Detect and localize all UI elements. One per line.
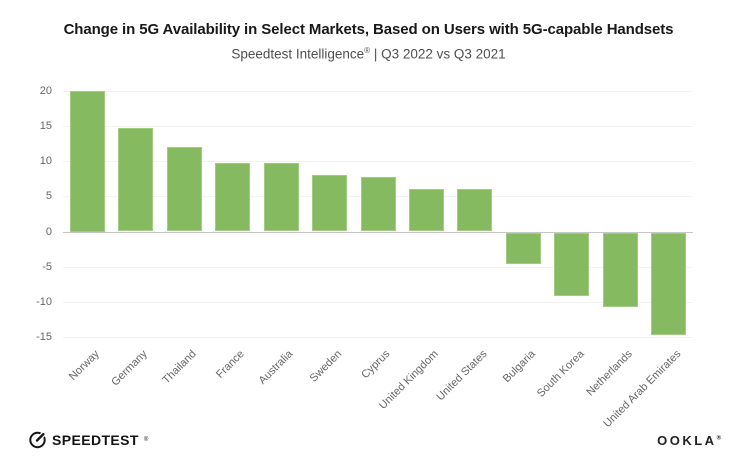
gridline — [63, 266, 693, 268]
x-tick-label-sweden: Sweden — [307, 348, 345, 385]
chart-subtitle: Speedtest Intelligence® | Q3 2022 vs Q3 … — [0, 46, 737, 62]
x-tick-label-france: France — [214, 348, 248, 381]
speedtest-registered-mark: ® — [143, 436, 149, 443]
bar-thailand — [166, 146, 202, 232]
y-tick-label: 15 — [39, 119, 52, 132]
bar-norway — [69, 90, 105, 232]
y-tick-label: -10 — [36, 296, 52, 308]
bar-netherlands — [602, 232, 638, 307]
bar-united-arab-emirates — [651, 232, 687, 335]
bar-france — [215, 163, 251, 232]
bar-germany — [118, 127, 154, 232]
gridline — [63, 337, 693, 339]
bar-united-kingdom — [408, 189, 444, 232]
chart-title: Change in 5G Availability in Select Mark… — [63, 21, 674, 38]
subtitle-brand: Speedtest Intelligence — [231, 46, 365, 62]
speedtest-gauge-icon — [29, 430, 47, 449]
bar-united-states — [457, 189, 493, 232]
x-tick-label-bulgaria: Bulgaria — [500, 348, 538, 386]
x-tick-label-united-states: United States — [434, 348, 490, 404]
y-tick-label: -15 — [36, 331, 52, 344]
speedtest-logo: SPEEDTEST ® — [28, 430, 148, 449]
gridline — [63, 125, 693, 127]
subtitle-period: | Q3 2022 vs Q3 2021 — [370, 46, 506, 62]
bar-cyprus — [360, 176, 396, 232]
x-tick-label-south-korea: South Korea — [534, 348, 587, 400]
gridline — [63, 302, 693, 303]
x-tick-label-netherlands: Netherlands — [584, 348, 635, 399]
x-tick-label-norway: Norway — [66, 348, 102, 383]
bar-bulgaria — [505, 232, 541, 265]
y-tick-label: 20 — [39, 84, 52, 97]
y-tick-label: 0 — [45, 225, 52, 238]
ookla-logo: OOKLA® — [657, 433, 721, 448]
bar-south-korea — [554, 232, 590, 296]
y-tick-label: -5 — [42, 260, 52, 273]
ookla-registered-mark: ® — [716, 435, 721, 442]
bar-australia — [263, 163, 299, 232]
ookla-wordmark: OOKLA — [657, 433, 717, 448]
x-tick-label-cyprus: Cyprus — [359, 348, 393, 382]
speedtest-wordmark: SPEEDTEST — [52, 431, 139, 448]
x-axis-line — [63, 231, 693, 233]
x-tick-label-germany: Germany — [109, 348, 151, 389]
gridline — [63, 161, 693, 162]
bar-sweden — [312, 175, 348, 232]
y-tick-label: 5 — [45, 190, 52, 203]
x-tick-label-thailand: Thailand — [160, 348, 199, 387]
registered-mark: ® — [364, 46, 371, 55]
gridline — [63, 90, 693, 92]
y-tick-label: 10 — [39, 155, 52, 167]
x-tick-label-australia: Australia — [256, 348, 296, 387]
